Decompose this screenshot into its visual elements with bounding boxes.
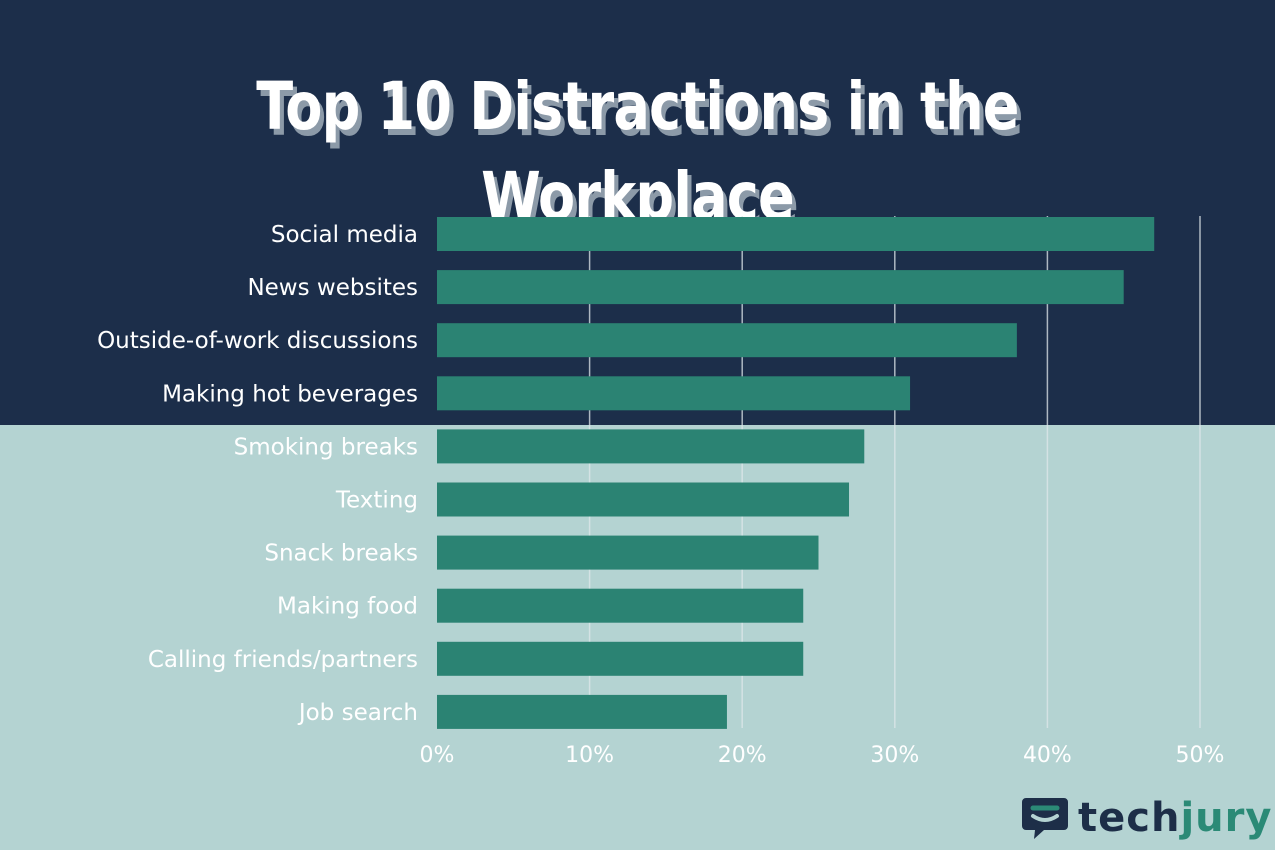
x-tick-label: 0% — [420, 743, 455, 768]
bar — [437, 217, 1155, 251]
bar — [437, 270, 1124, 305]
category-label: Calling friends/partners — [148, 647, 418, 673]
category-label: Outside-of-work discussions — [97, 328, 418, 354]
category-label: Job search — [297, 700, 418, 726]
x-tick-label: 10% — [565, 743, 614, 768]
logo-text-tech: tech — [1078, 795, 1181, 841]
logo-text-jury: jury — [1180, 795, 1273, 841]
x-tick-label: 20% — [718, 743, 767, 768]
category-label: Making food — [277, 594, 418, 620]
category-label: Smoking breaks — [234, 434, 418, 460]
bar — [437, 588, 804, 623]
bar — [437, 694, 727, 729]
category-label: Snack breaks — [264, 541, 418, 567]
chat-bubble-icon — [1022, 798, 1068, 839]
bar — [437, 482, 850, 517]
x-tick-label: 50% — [1176, 743, 1225, 768]
category-label: News websites — [247, 275, 418, 301]
category-label: Social media — [271, 222, 418, 248]
logo-wordmark: techjury — [1078, 794, 1272, 842]
bar — [437, 641, 804, 676]
x-tick-label: 40% — [1023, 743, 1072, 768]
bar — [437, 323, 1017, 358]
bar — [437, 429, 865, 464]
bar — [437, 376, 911, 411]
bar — [437, 535, 819, 570]
techjury-logo: techjury — [1020, 794, 1271, 844]
x-tick-label: 30% — [870, 743, 919, 768]
category-label: Making hot beverages — [162, 381, 418, 407]
category-label: Texting — [335, 488, 418, 514]
